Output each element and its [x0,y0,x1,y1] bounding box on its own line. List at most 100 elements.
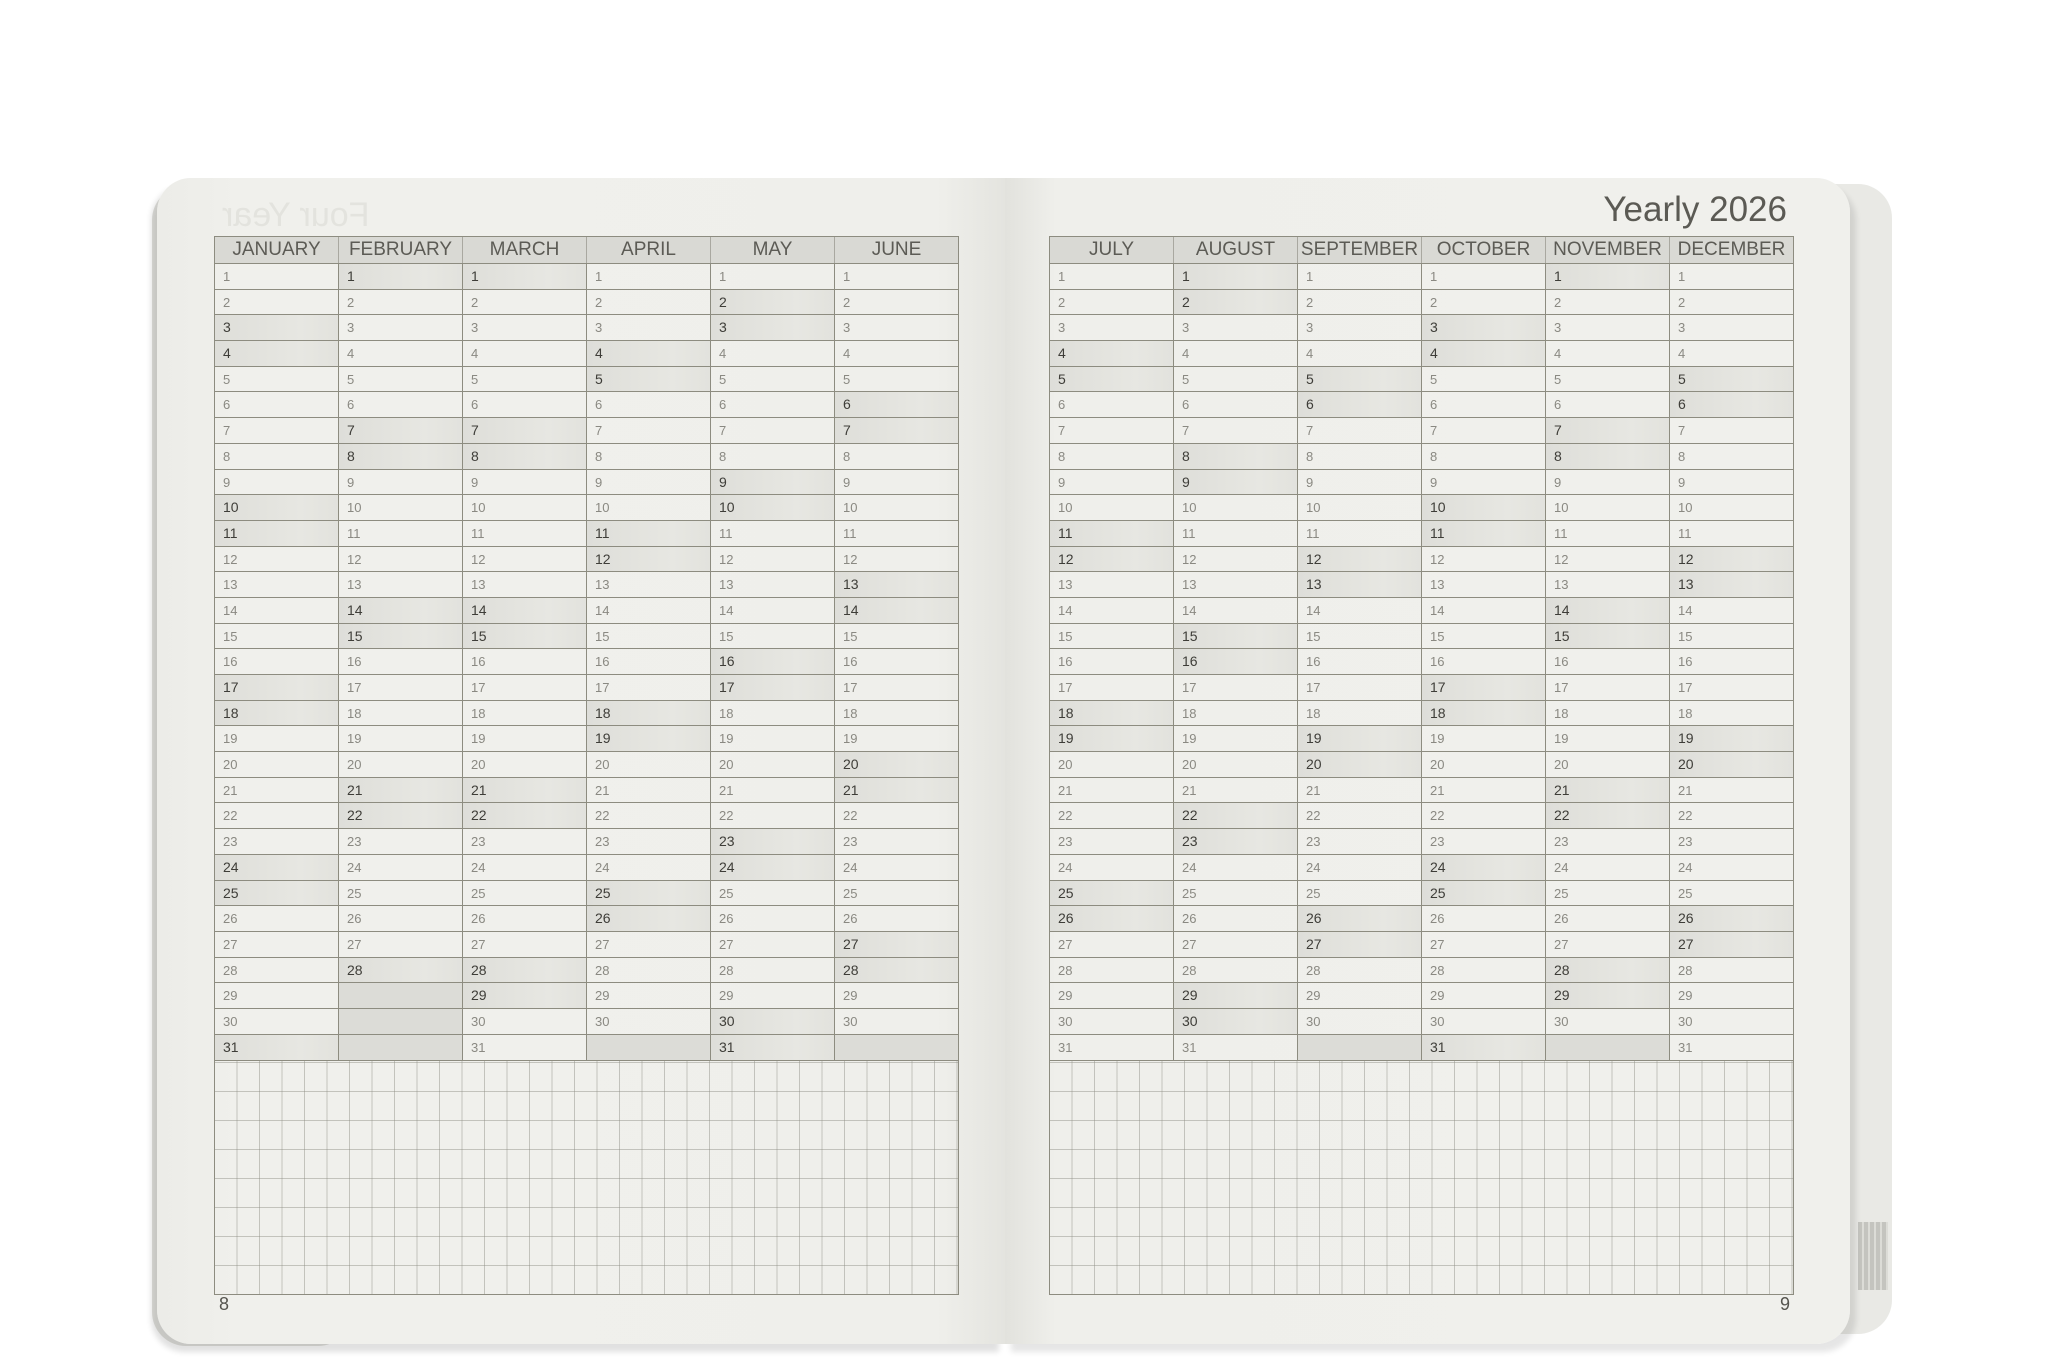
day-cell[interactable]: 24 [835,855,958,881]
day-cell[interactable]: 7 [1050,418,1173,444]
weekend-day-cell[interactable]: 7 [339,418,462,444]
day-cell[interactable]: 12 [1174,547,1297,573]
day-cell[interactable]: 24 [587,855,710,881]
notes-grid[interactable] [215,1060,958,1295]
weekend-day-cell[interactable]: 20 [1670,752,1793,778]
day-cell[interactable]: 17 [1546,675,1669,701]
day-cell[interactable]: 24 [1050,855,1173,881]
day-cell[interactable]: 18 [835,701,958,727]
day-cell[interactable]: 30 [1422,1009,1545,1035]
day-cell[interactable]: 14 [1422,598,1545,624]
day-cell[interactable]: 17 [835,675,958,701]
weekend-day-cell[interactable]: 17 [711,675,834,701]
weekend-day-cell[interactable]: 19 [587,726,710,753]
day-cell[interactable]: 1 [1298,264,1421,290]
weekend-day-cell[interactable]: 20 [1298,752,1421,778]
day-cell[interactable]: 29 [711,983,834,1009]
day-cell[interactable]: 18 [339,701,462,727]
day-cell[interactable]: 8 [835,444,958,470]
day-cell[interactable]: 20 [711,752,834,778]
day-cell[interactable]: 21 [711,778,834,804]
day-cell[interactable]: 2 [835,290,958,316]
day-cell[interactable]: 10 [835,495,958,521]
day-cell[interactable]: 13 [1546,572,1669,598]
day-cell[interactable]: 3 [1670,315,1793,342]
weekend-day-cell[interactable]: 23 [1174,829,1297,855]
weekend-day-cell[interactable]: 5 [587,366,710,393]
day-cell[interactable]: 18 [1174,701,1297,727]
day-cell[interactable]: 22 [1298,803,1421,830]
weekend-day-cell[interactable]: 28 [339,957,462,984]
weekend-day-cell[interactable]: 14 [463,597,586,624]
day-cell[interactable]: 31 [1678,1039,1693,1055]
day-cell[interactable]: 1 [1422,264,1545,290]
day-cell[interactable]: 4 [339,341,462,367]
day-cell[interactable]: 28 [1174,958,1297,984]
day-cell[interactable]: 3 [463,315,586,342]
day-cell[interactable]: 23 [587,829,710,855]
day-cell[interactable]: 7 [1422,418,1545,444]
day-cell[interactable]: 27 [1050,932,1173,958]
weekend-day-cell[interactable]: 11 [1422,520,1545,547]
day-cell[interactable]: 30 [1050,1009,1173,1035]
day-cell[interactable]: 15 [1670,624,1793,650]
weekend-day-cell[interactable]: 17 [1422,675,1545,701]
day-cell[interactable]: 29 [1298,983,1421,1009]
day-cell[interactable]: 7 [711,418,834,444]
day-cell[interactable]: 15 [587,624,710,650]
weekend-day-cell[interactable]: 31 [711,1034,834,1061]
weekend-day-cell[interactable]: 2 [711,289,834,316]
weekend-day-cell[interactable]: 25 [215,880,338,907]
day-cell[interactable]: 6 [215,392,338,419]
day-cell[interactable]: 22 [1422,803,1545,830]
weekend-day-cell[interactable]: 27 [835,931,958,958]
weekend-day-cell[interactable]: 16 [1174,649,1297,675]
day-cell[interactable]: 22 [587,803,710,830]
day-cell[interactable]: 24 [339,855,462,881]
day-cell[interactable]: 23 [835,829,958,855]
day-cell[interactable]: 7 [1670,418,1793,444]
day-cell[interactable]: 26 [215,906,338,932]
day-cell[interactable]: 29 [215,983,338,1009]
day-cell[interactable]: 18 [463,701,586,727]
weekend-day-cell[interactable]: 3 [1422,315,1545,342]
day-cell[interactable]: 9 [587,470,710,496]
day-cell[interactable]: 25 [1546,881,1669,907]
day-cell[interactable]: 26 [711,906,834,932]
weekend-day-cell[interactable]: 3 [711,315,834,342]
weekend-day-cell[interactable]: 28 [1546,957,1669,984]
day-cell[interactable]: 10 [1298,495,1421,521]
weekend-day-cell[interactable]: 15 [339,623,462,650]
day-cell[interactable]: 8 [1422,444,1545,470]
weekend-day-cell[interactable]: 10 [711,495,834,521]
day-cell[interactable]: 4 [463,341,586,367]
day-cell[interactable]: 8 [1298,444,1421,470]
day-cell[interactable]: 17 [463,675,586,701]
day-cell[interactable]: 9 [463,470,586,496]
day-cell[interactable]: 28 [1050,958,1173,984]
day-cell[interactable]: 31 [471,1039,486,1055]
day-cell[interactable]: 26 [835,906,958,932]
day-cell[interactable]: 2 [215,290,338,316]
weekend-day-cell[interactable]: 22 [339,803,462,830]
day-cell[interactable]: 21 [1174,778,1297,804]
day-cell[interactable]: 16 [587,649,710,675]
weekend-day-cell[interactable]: 8 [463,443,586,470]
day-cell[interactable]: 26 [339,906,462,932]
day-cell[interactable]: 5 [711,367,834,393]
day-cell[interactable]: 19 [1174,726,1297,753]
day-cell[interactable]: 24 [1670,855,1793,881]
weekend-day-cell[interactable]: 24 [1422,854,1545,881]
weekend-day-cell[interactable]: 18 [1422,700,1545,727]
day-cell[interactable]: 17 [339,675,462,701]
day-cell[interactable]: 10 [587,495,710,521]
day-cell[interactable]: 13 [1174,572,1297,598]
day-cell[interactable]: 29 [587,983,710,1009]
day-cell[interactable]: 3 [1546,315,1669,342]
weekend-day-cell[interactable]: 28 [835,957,958,984]
day-cell[interactable]: 11 [1298,521,1421,547]
day-cell[interactable]: 14 [215,598,338,624]
day-cell[interactable]: 11 [1174,521,1297,547]
day-cell[interactable]: 8 [711,444,834,470]
weekend-day-cell[interactable]: 9 [711,469,834,496]
